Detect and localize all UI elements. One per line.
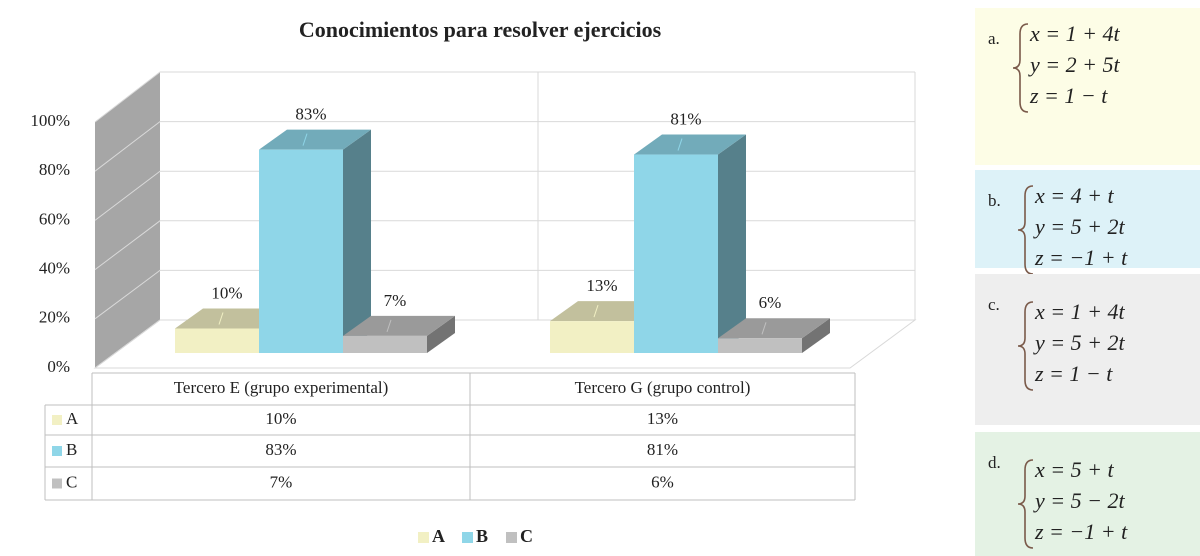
- option-panel: [975, 8, 1200, 165]
- label-leader: [677, 138, 683, 151]
- y-tick-label: 100%: [30, 111, 70, 130]
- bar-front: [634, 154, 718, 353]
- data-label: 7%: [384, 291, 407, 310]
- option-label: c.: [988, 295, 1000, 314]
- equation: y = 5 + 2t: [1033, 214, 1125, 239]
- data-label: 83%: [295, 105, 326, 124]
- legend-swatch: [506, 532, 517, 543]
- y-tick-label: 40%: [39, 259, 70, 278]
- table-cell: 7%: [270, 472, 293, 491]
- equation: y = 5 + 2t: [1033, 330, 1125, 355]
- bar: [259, 129, 371, 353]
- label-leader: [386, 319, 392, 333]
- bar: [343, 315, 455, 353]
- equation: x = 4 + t: [1034, 183, 1114, 208]
- data-label: 6%: [759, 293, 782, 312]
- equation: x = 5 + t: [1034, 457, 1114, 482]
- y-tick-label: 60%: [39, 209, 70, 228]
- table-cell: 81%: [647, 440, 678, 459]
- equation: y = 5 − 2t: [1033, 488, 1125, 513]
- data-label: 10%: [211, 283, 242, 302]
- option-panel: [975, 274, 1200, 425]
- grid-line: [94, 121, 915, 172]
- equation: z = 1 − t: [1034, 361, 1113, 386]
- data-label: 13%: [586, 276, 617, 295]
- legend-swatch: [462, 532, 473, 543]
- equation: x = 1 + 4t: [1034, 299, 1125, 324]
- option-label: b.: [988, 191, 1001, 210]
- option-panel: [975, 170, 1200, 268]
- equation: z = −1 + t: [1034, 245, 1128, 270]
- y-tick-label: 80%: [39, 160, 70, 179]
- side-wall: [95, 72, 160, 368]
- brace: [1012, 23, 1029, 113]
- table-cell: 6%: [651, 472, 674, 491]
- bar-front: [259, 149, 343, 353]
- table-key: [52, 478, 62, 489]
- y-tick-label: 20%: [39, 308, 70, 327]
- equation: z = 1 − t: [1029, 83, 1108, 108]
- bar-side: [718, 134, 746, 353]
- bar-top: [259, 129, 371, 150]
- bar: [718, 318, 830, 353]
- label-leader: [302, 133, 308, 146]
- equation: z = −1 + t: [1034, 519, 1128, 544]
- option-label: d.: [988, 453, 1001, 472]
- table-cell: 13%: [647, 409, 678, 428]
- table-header: Tercero G (grupo control): [575, 378, 751, 397]
- label-leader: [593, 304, 599, 318]
- equation: x = 1 + 4t: [1029, 21, 1120, 46]
- table-row-label: C: [66, 472, 77, 491]
- bar-front: [175, 328, 259, 353]
- bar-side: [343, 129, 371, 353]
- option-label: a.: [988, 29, 1000, 48]
- legend-swatch: [418, 532, 429, 543]
- table-row-label: A: [66, 409, 79, 428]
- equation: y = 2 + 5t: [1028, 52, 1120, 77]
- table-cell: 10%: [265, 409, 296, 428]
- bar-top: [634, 134, 746, 155]
- legend-label: A: [432, 526, 445, 546]
- brace: [1017, 459, 1034, 549]
- option-panel: [975, 432, 1200, 556]
- brace: [1017, 185, 1034, 275]
- legend-label: B: [476, 526, 488, 546]
- grid-line: [94, 71, 915, 123]
- table-key: [52, 446, 62, 456]
- brace: [1017, 301, 1034, 391]
- chart-title: Conocimientos para resolver ejercicios: [299, 17, 662, 42]
- bar-side: [802, 318, 830, 353]
- label-leader: [761, 322, 767, 335]
- table-key: [52, 415, 62, 425]
- bar-front: [343, 335, 427, 353]
- legend-label: C: [520, 526, 533, 546]
- data-label: 81%: [670, 109, 701, 128]
- label-leader: [218, 312, 224, 325]
- bar-top: [718, 318, 830, 339]
- bar-top: [343, 315, 455, 336]
- bar-side: [427, 315, 455, 353]
- y-tick-label: 0%: [47, 357, 70, 376]
- table-cell: 83%: [265, 440, 296, 459]
- bar-front: [550, 321, 634, 353]
- table-header: Tercero E (grupo experimental): [174, 378, 389, 397]
- bar: [634, 134, 746, 353]
- table-row-label: B: [66, 440, 77, 459]
- bar-front: [718, 338, 802, 353]
